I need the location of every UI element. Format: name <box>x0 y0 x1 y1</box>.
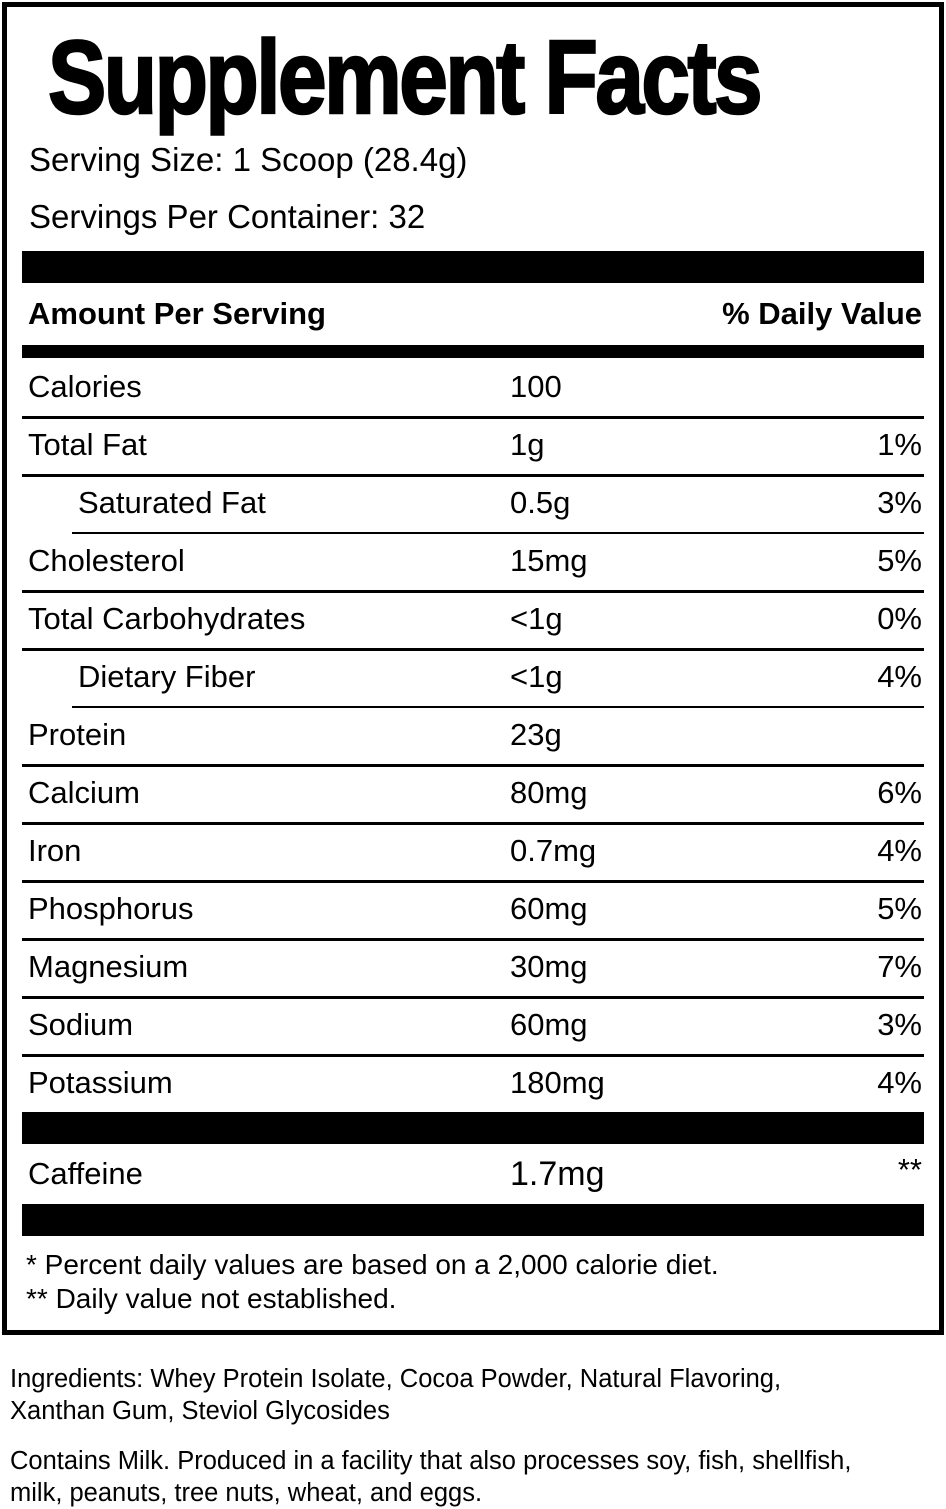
nutrient-name: Protein <box>28 717 127 752</box>
nutrient-amount: 180mg <box>510 1065 605 1100</box>
nutrient-name: Potassium <box>28 1065 173 1100</box>
nutrient-daily-value: 4% <box>877 659 922 694</box>
nutrient-row-total-carbohydrates: Total Carbohydrates <1g 0% <box>22 590 924 648</box>
nutrient-daily-value: 3% <box>877 1007 922 1042</box>
nutrient-amount: 80mg <box>510 775 588 810</box>
nutrient-row-phosphorus: Phosphorus 60mg 5% <box>22 880 924 938</box>
nutrient-name: Cholesterol <box>28 543 185 578</box>
nutrient-daily-value: 0% <box>877 601 922 636</box>
nutrient-row-saturated-fat: Saturated Fat 0.5g 3% <box>22 474 924 532</box>
divider-bar-caffeine-top <box>22 1112 924 1144</box>
panel-title: Supplement Facts <box>47 20 764 136</box>
nutrient-name: Iron <box>28 833 82 868</box>
nutrient-amount: <1g <box>510 601 563 636</box>
nutrient-name: Dietary Fiber <box>78 659 256 694</box>
amount-per-serving-header: Amount Per Serving <box>28 296 326 331</box>
nutrient-amount: <1g <box>510 659 563 694</box>
nutrient-daily-value: 6% <box>877 775 922 810</box>
nutrient-row-protein: Protein 23g <box>22 706 924 764</box>
footnote-daily-values: * Percent daily values are based on a 2,… <box>26 1249 719 1280</box>
nutrient-row-potassium: Potassium 180mg 4% <box>22 1054 924 1112</box>
footnotes: * Percent daily values are based on a 2,… <box>22 1236 924 1330</box>
nutrient-row-sodium: Sodium 60mg 3% <box>22 996 924 1054</box>
nutrient-name: Calcium <box>28 775 140 810</box>
nutrient-row-total-fat: Total Fat 1g 1% <box>22 416 924 474</box>
nutrient-row-cholesterol: Cholesterol 15mg 5% <box>22 532 924 590</box>
nutrient-row-caffeine: Caffeine 1.7mg ** <box>22 1144 924 1204</box>
nutrient-row-magnesium: Magnesium 30mg 7% <box>22 938 924 996</box>
nutrient-row-calories: Calories 100 <box>22 358 924 416</box>
nutrient-daily-value: 1% <box>877 427 922 462</box>
nutrient-name: Total Fat <box>28 427 147 462</box>
nutrient-amount: 1g <box>510 427 545 462</box>
nutrient-amount: 23g <box>510 717 562 752</box>
allergen-text: Contains Milk. Produced in a facility th… <box>10 1447 852 1507</box>
nutrient-amount: 60mg <box>510 1007 588 1042</box>
ingredients-text: Ingredients: Whey Protein Isolate, Cocoa… <box>10 1365 782 1425</box>
nutrient-daily-value-asterisks: ** <box>897 1152 922 1187</box>
nutrient-amount: 100 <box>510 369 562 404</box>
nutrient-amount: 1.7mg <box>510 1154 605 1193</box>
divider-bar-caffeine-bottom <box>22 1204 924 1236</box>
nutrient-amount: 60mg <box>510 891 588 926</box>
nutrient-name: Calories <box>28 369 142 404</box>
supplement-facts-panel: Supplement Facts Serving Size: 1 Scoop (… <box>2 2 944 1335</box>
nutrient-row-calcium: Calcium 80mg 6% <box>22 764 924 822</box>
nutrient-name: Magnesium <box>28 949 189 984</box>
servings-per-container: Servings Per Container: 32 <box>29 198 426 235</box>
nutrient-row-dietary-fiber: Dietary Fiber <1g 4% <box>22 648 924 706</box>
nutrient-name: Saturated Fat <box>78 485 266 520</box>
divider-bar-top <box>22 251 924 283</box>
nutrient-daily-value: 4% <box>877 1065 922 1100</box>
nutrient-daily-value: 5% <box>877 891 922 926</box>
nutrient-name: Sodium <box>28 1007 134 1042</box>
serving-size: Serving Size: 1 Scoop (28.4g) <box>29 141 468 178</box>
nutrient-daily-value: 4% <box>877 833 922 868</box>
nutrient-daily-value: 7% <box>877 949 922 984</box>
table-header-row: Amount Per Serving % Daily Value <box>22 283 924 345</box>
nutrient-amount: 15mg <box>510 543 588 578</box>
nutrient-name: Phosphorus <box>28 891 194 926</box>
daily-value-header: % Daily Value <box>722 296 922 331</box>
label-secondary-text: Ingredients: Whey Protein Isolate, Cocoa… <box>10 1345 940 1509</box>
nutrient-amount: 0.7mg <box>510 833 597 868</box>
nutrient-name: Caffeine <box>28 1156 143 1191</box>
footnote-not-established: ** Daily value not established. <box>26 1283 397 1314</box>
nutrient-daily-value: 3% <box>877 485 922 520</box>
nutrient-daily-value: 5% <box>877 543 922 578</box>
nutrient-row-iron: Iron 0.7mg 4% <box>22 822 924 880</box>
nutrient-table: Calories 100 Total Fat 1g 1% Saturated F… <box>22 358 924 1112</box>
nutrient-amount: 30mg <box>510 949 588 984</box>
nutrient-name: Total Carbohydrates <box>28 601 306 636</box>
divider-bar-thin <box>22 345 924 358</box>
nutrient-amount: 0.5g <box>510 485 571 520</box>
